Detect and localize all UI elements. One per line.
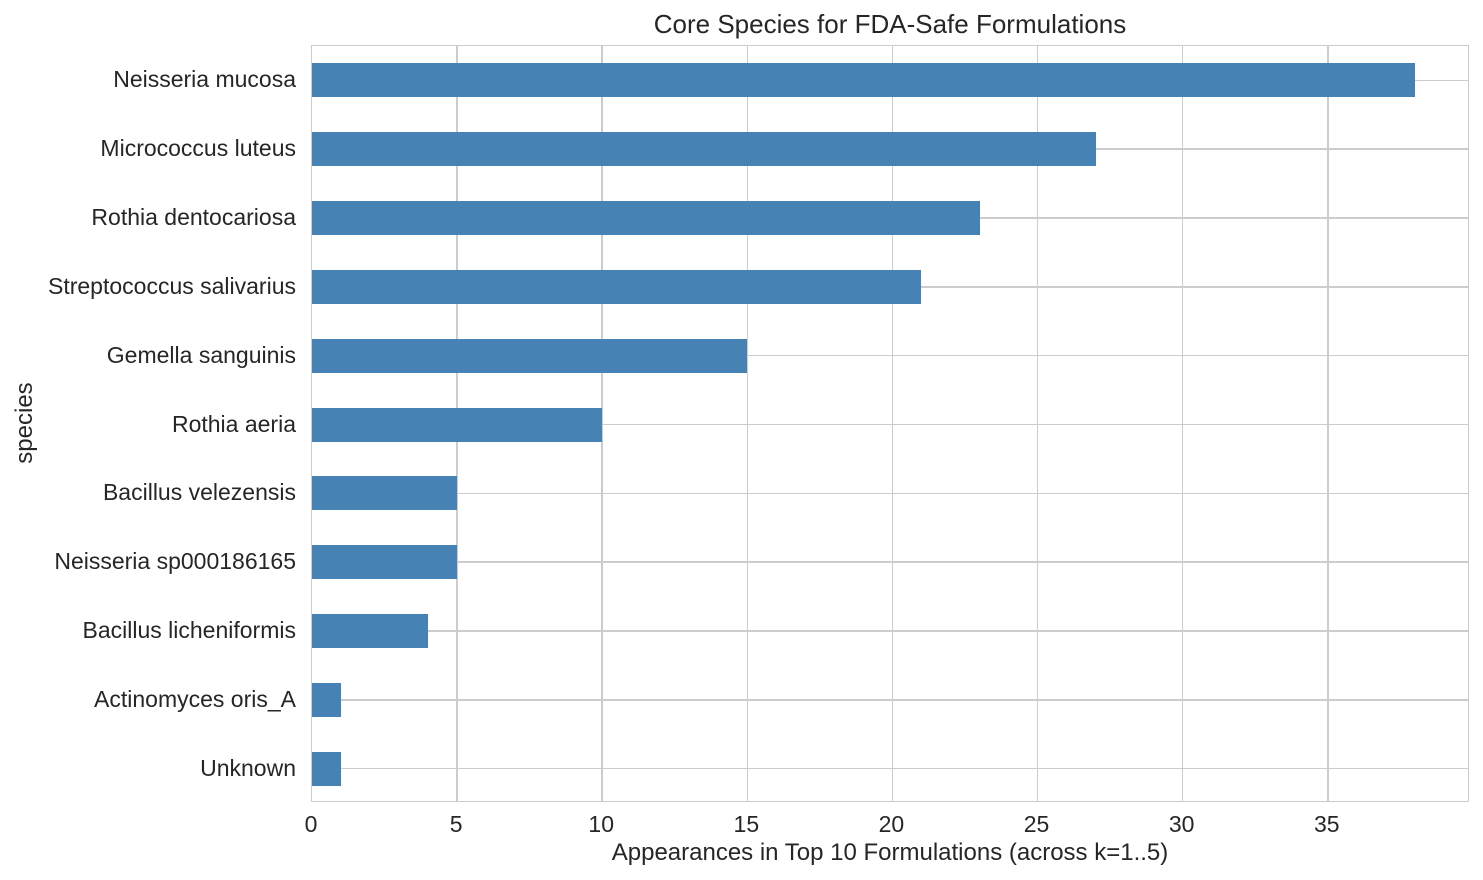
bar-neisseria-mucosa [312, 63, 1415, 98]
y-tick-label: Rothia aeria [171, 410, 296, 437]
y-gridline [312, 630, 1468, 632]
x-gridline [746, 46, 749, 801]
y-gridline [312, 423, 1468, 426]
y-tick-label: Neisseria sp000186165 [54, 548, 296, 575]
bar-actinomyces-oris-a [312, 682, 342, 717]
y-tick-label: Bacillus velezensis [102, 479, 296, 506]
x-tick-label: 30 [1168, 811, 1195, 837]
x-tick-label-row: 0 5 10 15 20 25 30 35 [0, 810, 1483, 840]
bar-bacillus-licheniformis [312, 613, 429, 648]
bar-rothia-dentocariosa [312, 201, 980, 236]
x-gridline [1036, 46, 1039, 801]
x-tick-label: 0 [304, 811, 318, 837]
x-axis-label: Appearances in Top 10 Formulations (acro… [611, 839, 1169, 866]
y-tick-label: Actinomyces oris_A [94, 685, 296, 712]
x-gridline [1327, 46, 1329, 801]
x-tick-label: 5 [449, 811, 463, 837]
y-gridline [312, 699, 1468, 701]
x-tick-label: 25 [1023, 811, 1050, 837]
y-gridline [312, 561, 1468, 563]
bar-streptococcus-salivarius [312, 269, 922, 304]
y-gridline [312, 354, 1468, 357]
bar-unknown [312, 751, 342, 786]
chart-title: Core Species for FDA-Safe Formulations [653, 9, 1127, 39]
y-tick-label: Bacillus licheniformis [82, 616, 296, 643]
y-tick-label: Micrococcus luteus [100, 135, 296, 162]
x-tick-label: 15 [733, 811, 760, 837]
bar-neisseria-sp000186165 [312, 545, 458, 580]
bar-micrococcus-luteus [312, 132, 1096, 167]
x-tick-label: 20 [878, 811, 905, 837]
y-tick-label: Unknown [200, 754, 296, 781]
bar-rothia-aeria [312, 407, 603, 442]
y-tick-label: Gemella sanguinis [106, 341, 296, 368]
x-gridline [891, 46, 894, 801]
x-tick-label: 35 [1313, 811, 1340, 837]
y-tick-label: Neisseria mucosa [113, 66, 296, 93]
x-tick-label: 10 [588, 811, 615, 837]
y-tick-label: Rothia dentocariosa [91, 204, 296, 231]
y-tick-label-column: Neisseria mucosa Micrococcus luteus Rothia… [0, 45, 296, 802]
y-gridline [312, 492, 1468, 495]
bar-gemella-sanguinis [312, 338, 748, 373]
y-tick-label: Streptococcus salivarius [48, 272, 296, 299]
x-gridline [601, 46, 603, 801]
y-gridline [312, 767, 1468, 770]
x-gridline [1181, 46, 1184, 801]
plot-area [311, 45, 1469, 802]
bar-bacillus-velezensis [312, 476, 458, 511]
